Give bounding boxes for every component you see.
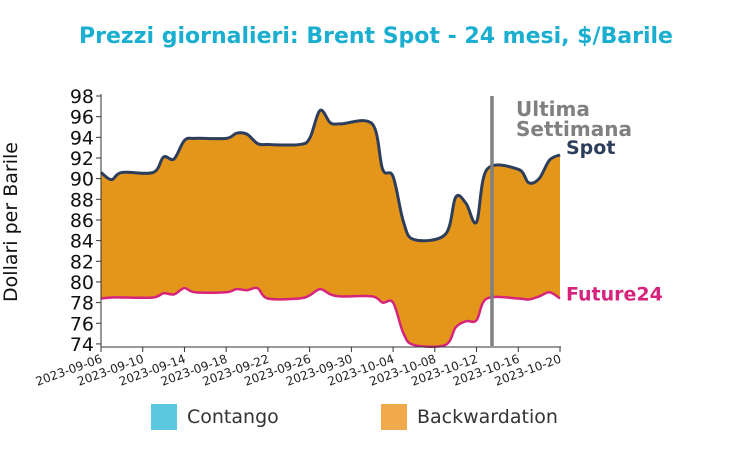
y-tick-label: 92: [70, 148, 94, 170]
spot-line: [100, 108, 561, 243]
y-axis-label: Dollari per Barile: [0, 142, 22, 302]
legend-swatch-backwardation: [381, 404, 407, 430]
future24-series-label: Future24: [566, 283, 663, 305]
legend-backwardation[interactable]: Backwardation: [381, 404, 558, 430]
y-tick-label: 76: [70, 313, 94, 335]
y-tick-label: 96: [70, 107, 94, 129]
legend-contango[interactable]: Contango: [151, 404, 279, 430]
future24-line: [100, 286, 561, 349]
y-tick-label: 88: [70, 189, 94, 211]
y-tick-label: 84: [70, 231, 94, 253]
spot-series-label: Spot: [566, 137, 615, 159]
y-tick-label: 98: [70, 86, 94, 108]
y-tick-label: 78: [70, 293, 94, 315]
y-tick-label: 90: [70, 169, 94, 191]
y-tick-label: 86: [70, 210, 94, 232]
y-tick-label: 94: [70, 127, 94, 149]
series-layer: [100, 108, 561, 349]
labels-layer: Spot Future24: [566, 137, 663, 306]
legend-label-backwardation: Backwardation: [417, 406, 558, 428]
backwardation-area: [101, 110, 560, 347]
marker-label-line1: Ultima: [516, 97, 590, 121]
y-tick-label: 80: [70, 272, 94, 294]
fill-layer: [101, 110, 560, 347]
y-tick-label: 74: [70, 334, 94, 356]
legend-swatch-contango: [151, 404, 177, 430]
legend-label-contango: Contango: [187, 406, 279, 428]
y-tick-label: 82: [70, 251, 94, 273]
chart-title: Prezzi giornalieri: Brent Spot - 24 mesi…: [79, 24, 673, 49]
marker-label-line2: Settimana: [516, 117, 632, 141]
